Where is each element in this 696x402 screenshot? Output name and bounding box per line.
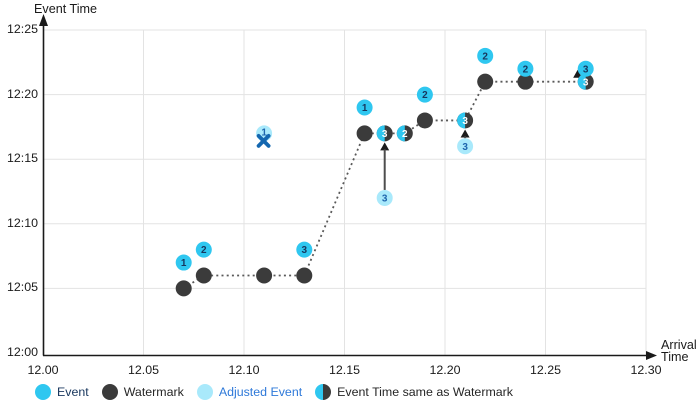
x-axis-tick-label: 12.05	[127, 363, 159, 377]
same-as-watermark-point-half	[457, 112, 466, 129]
same-as-watermark-point-half	[376, 125, 385, 142]
event-point	[477, 47, 494, 64]
x-axis-tick-label: 12.30	[630, 363, 662, 377]
event-point-label: 2	[422, 90, 428, 101]
event-point-label: 1	[362, 103, 368, 114]
event-swatch-icon	[35, 384, 51, 400]
same-as-watermark-point-label: 3	[583, 77, 589, 88]
adjusted-event-point-label: 3	[462, 142, 468, 153]
watermark-point	[175, 280, 192, 297]
event-point	[356, 99, 373, 116]
event-point-label: 2	[482, 51, 488, 62]
legend-item-adjusted-event: Adjusted Event	[196, 384, 303, 400]
event-point-label: 3	[583, 64, 589, 75]
x-axis-arrow-icon	[646, 351, 657, 360]
watermark-point	[195, 267, 212, 284]
dropped-x-icon	[256, 133, 271, 148]
same-as-watermark-point-label: 2	[402, 129, 408, 140]
y-axis-tick-label: 12:05	[6, 280, 38, 295]
adjustment-arrow-head-icon	[573, 69, 583, 78]
dropped-event-point-label: 1	[261, 127, 267, 138]
x-axis-tick-label: 12.00	[27, 363, 59, 377]
event-point-label: 2	[523, 64, 529, 75]
watermark-point	[256, 267, 273, 284]
y-axis-tick-label: 12:20	[6, 86, 38, 101]
event-point	[416, 86, 433, 103]
adjusted-event-point-label: 3	[382, 194, 388, 205]
event-same-as-watermark-swatch-icon	[315, 384, 332, 400]
x-axis-title: Arrival Time	[661, 338, 696, 364]
adjusted-event-point	[457, 138, 474, 155]
adjusted-event-swatch-icon	[196, 384, 213, 400]
event-point	[195, 241, 212, 258]
legend-label-watermark: Watermark	[123, 385, 184, 399]
adjusted-event-point	[376, 189, 393, 206]
same-as-watermark-point-label: 3	[382, 129, 388, 140]
event-point-label: 2	[201, 245, 207, 256]
y-axis-tick-label: 12:25	[6, 22, 38, 36]
event-point	[517, 60, 534, 77]
y-axis-arrow-icon	[39, 14, 48, 26]
y-axis-tick-label: 12:15	[6, 151, 38, 166]
event-point	[577, 60, 594, 77]
watermark-point	[416, 112, 433, 129]
adjustment-arrow-head-icon	[460, 129, 470, 138]
event-point	[175, 254, 192, 271]
same-as-watermark-point-label: 3	[462, 116, 468, 127]
legend: Event Watermark Adjusted Event Event Tim…	[35, 384, 513, 400]
watermark-point	[296, 267, 313, 284]
x-axis-tick-label: 12.20	[429, 363, 461, 377]
y-axis-title: Event Time	[34, 2, 97, 16]
event-point-label: 1	[181, 258, 187, 269]
watermark-point	[517, 73, 534, 90]
legend-item-watermark: Watermark	[101, 384, 184, 400]
x-axis-tick-label: 12.15	[328, 363, 360, 377]
legend-label-same-as-watermark: Event Time same as Watermark	[337, 385, 513, 399]
legend-item-same-as-watermark: Event Time same as Watermark	[315, 384, 513, 400]
legend-item-event: Event	[35, 384, 89, 400]
event-point-label: 3	[302, 245, 308, 256]
x-axis-tick-label: 12.25	[529, 363, 561, 377]
same-as-watermark-point-half	[577, 73, 586, 90]
watermark-swatch-icon	[101, 384, 118, 400]
y-axis-tick-label: 12:10	[6, 215, 38, 230]
x-axis-tick-label: 12.10	[228, 363, 260, 377]
legend-label-event: Event	[57, 385, 89, 399]
legend-label-adjusted-event: Adjusted Event	[218, 385, 303, 399]
watermark-point	[356, 125, 373, 142]
y-axis-tick-label: 12:00	[6, 345, 38, 359]
adjustment-arrow-head-icon	[380, 142, 390, 151]
event-point	[296, 241, 313, 258]
watermark-point	[477, 73, 494, 90]
same-as-watermark-point-half	[396, 125, 405, 142]
watermark-line	[183, 80, 578, 290]
